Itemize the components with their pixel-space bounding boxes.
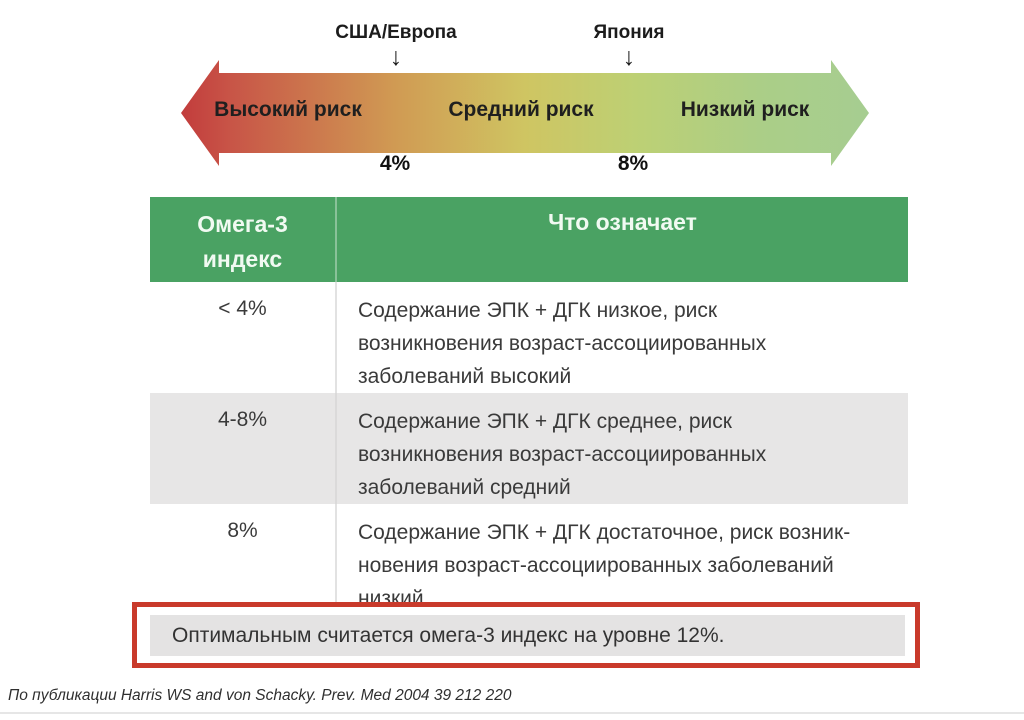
threshold-8-percent-label: 8% (617, 152, 649, 175)
table-header-meaning: Что означает (548, 209, 697, 235)
cell-meaning-text: Содержание ЭПК + ДГК низкое, риск возник… (358, 299, 767, 388)
table-row: < 4% Содержание ЭПК + ДГК низкое, риск в… (150, 282, 908, 393)
zone-label-low-risk: Низкий риск (680, 98, 810, 121)
zone-label-medium-risk: Средний риск (448, 98, 594, 121)
cell-index-value: < 4% (150, 282, 337, 393)
table-header-row: Омега-3 индекс Что означает (150, 197, 908, 282)
cell-meaning-text: Содержание ЭПК + ДГК достаточное, риск в… (358, 521, 851, 610)
optimal-level-text: Оптимальным считается омега-3 индекс на … (150, 615, 905, 656)
marker-usa-europe-label: США/Европа (335, 22, 457, 43)
cell-index-value: 8% (150, 504, 337, 615)
down-arrow-icon: ↓ (389, 43, 403, 71)
cell-meaning-text: Содержание ЭПК + ДГК среднее, риск возни… (358, 410, 767, 499)
table-row: 8% Содержание ЭПК + ДГК достаточное, рис… (150, 504, 908, 615)
bottom-divider-line (0, 712, 1024, 714)
risk-gradient-arrow (181, 60, 869, 166)
table-row: 4-8% Содержание ЭПК + ДГК среднее, риск … (150, 393, 908, 504)
zone-label-high-risk: Высокий риск (214, 98, 362, 121)
marker-japan-label: Япония (593, 22, 665, 43)
optimal-level-callout: Оптимальным считается омега-3 индекс на … (132, 602, 920, 668)
threshold-4-percent-label: 4% (379, 152, 411, 175)
down-arrow-icon: ↓ (622, 43, 636, 71)
marker-usa-europe: США/Европа ↓ (335, 22, 457, 71)
omega3-index-table: Омега-3 индекс Что означает < 4% Содержа… (150, 197, 908, 615)
cell-index-value: 4-8% (150, 393, 337, 504)
citation-text: По публикации Harris WS and von Schacky.… (8, 687, 512, 704)
marker-japan: Япония ↓ (593, 22, 665, 71)
table-header-omega-index: Омега-3 индекс (150, 197, 337, 282)
